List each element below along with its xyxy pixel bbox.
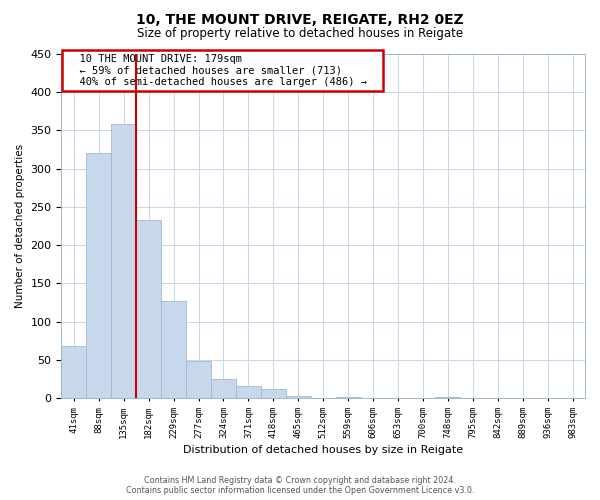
Text: Contains HM Land Registry data © Crown copyright and database right 2024.
Contai: Contains HM Land Registry data © Crown c… [126,476,474,495]
Bar [236,386,261,398]
Bar [436,396,460,398]
Text: 10, THE MOUNT DRIVE, REIGATE, RH2 0EZ: 10, THE MOUNT DRIVE, REIGATE, RH2 0EZ [136,12,464,26]
Bar [61,346,86,398]
Text: Size of property relative to detached houses in Reigate: Size of property relative to detached ho… [137,28,463,40]
Bar [335,396,361,398]
Bar [86,154,111,398]
Text: 10 THE MOUNT DRIVE: 179sqm
  ← 59% of detached houses are smaller (713)
  40% of: 10 THE MOUNT DRIVE: 179sqm ← 59% of deta… [67,54,379,87]
Bar [111,124,136,398]
Bar [211,379,236,398]
Bar [136,220,161,398]
Bar [286,396,311,398]
Y-axis label: Number of detached properties: Number of detached properties [15,144,25,308]
Bar [161,301,186,398]
X-axis label: Distribution of detached houses by size in Reigate: Distribution of detached houses by size … [183,445,463,455]
Bar [261,389,286,398]
Bar [186,362,211,398]
